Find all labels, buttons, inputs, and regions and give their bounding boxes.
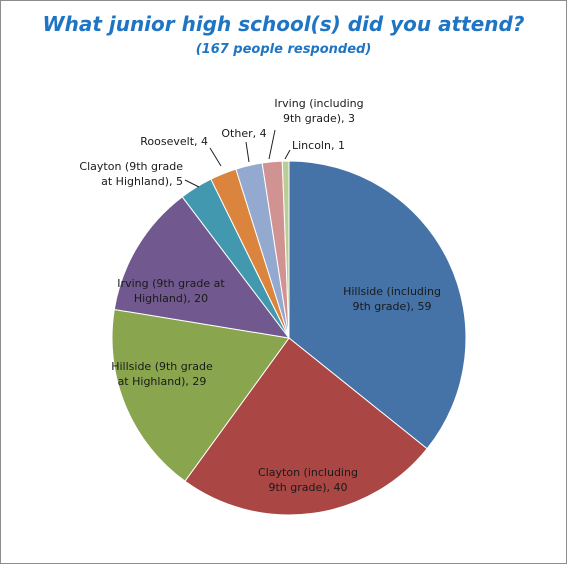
slice-label-line: 9th grade), 3 (283, 112, 355, 125)
slice-labels: Hillside (including 9th grade), 59 Clayton… (79, 97, 441, 494)
slice-label-7: Other, 4 (221, 127, 266, 140)
slice-label-line: Irving (including (274, 97, 363, 110)
slice-label-6: Roosevelt, 4 (140, 135, 208, 148)
slice-label-line: Irving (9th grade at (117, 277, 225, 290)
slice-label-line: Clayton (9th grade (79, 160, 183, 173)
pie-slice-4 (113, 196, 291, 339)
pie-slice-3 (111, 308, 290, 482)
slice-label-line: Lincoln, 1 (292, 139, 345, 152)
leader-line-6 (209, 147, 222, 167)
leader-line-8 (268, 129, 276, 160)
slice-label-line: Highland), 20 (134, 292, 208, 305)
slice-label-1: Hillside (including 9th grade), 59 (343, 285, 441, 313)
slice-label-8: Irving (including 9th grade), 3 (274, 97, 363, 125)
slice-label-9: Lincoln, 1 (292, 139, 345, 152)
chart-subtitle: (167 people responded) (195, 42, 372, 57)
leader-line-5 (184, 179, 200, 188)
slice-label-line: Roosevelt, 4 (140, 135, 208, 148)
slice-label-line: Clayton (including (258, 466, 358, 479)
slice-label-3: Hillside (9th grade at Highland), 29 (111, 360, 213, 388)
slice-label-line: 9th grade), 40 (268, 481, 347, 494)
pie-slice-2 (184, 337, 428, 516)
pie-slices (111, 160, 467, 516)
slice-label-line: at Highland), 5 (101, 175, 183, 188)
chart-title: What junior high school(s) did you atten… (42, 12, 525, 36)
pie-slice-1 (288, 160, 467, 450)
slice-label-4: Irving (9th grade at Highland), 20 (117, 277, 225, 305)
slice-label-line: Other, 4 (221, 127, 266, 140)
pie-slice-9 (281, 160, 290, 339)
slice-label-line: Hillside (9th grade (111, 360, 213, 373)
slice-label-5: Clayton (9th grade at Highland), 5 (79, 160, 183, 188)
slice-label-line: 9th grade), 59 (352, 300, 431, 313)
slice-label-line: at Highland), 29 (118, 375, 207, 388)
leader-line-7 (245, 141, 250, 163)
slice-label-line: Hillside (including (343, 285, 441, 298)
leader-line-9 (284, 149, 291, 160)
slice-label-2: Clayton (including 9th grade), 40 (258, 466, 358, 494)
leader-lines (184, 129, 291, 188)
